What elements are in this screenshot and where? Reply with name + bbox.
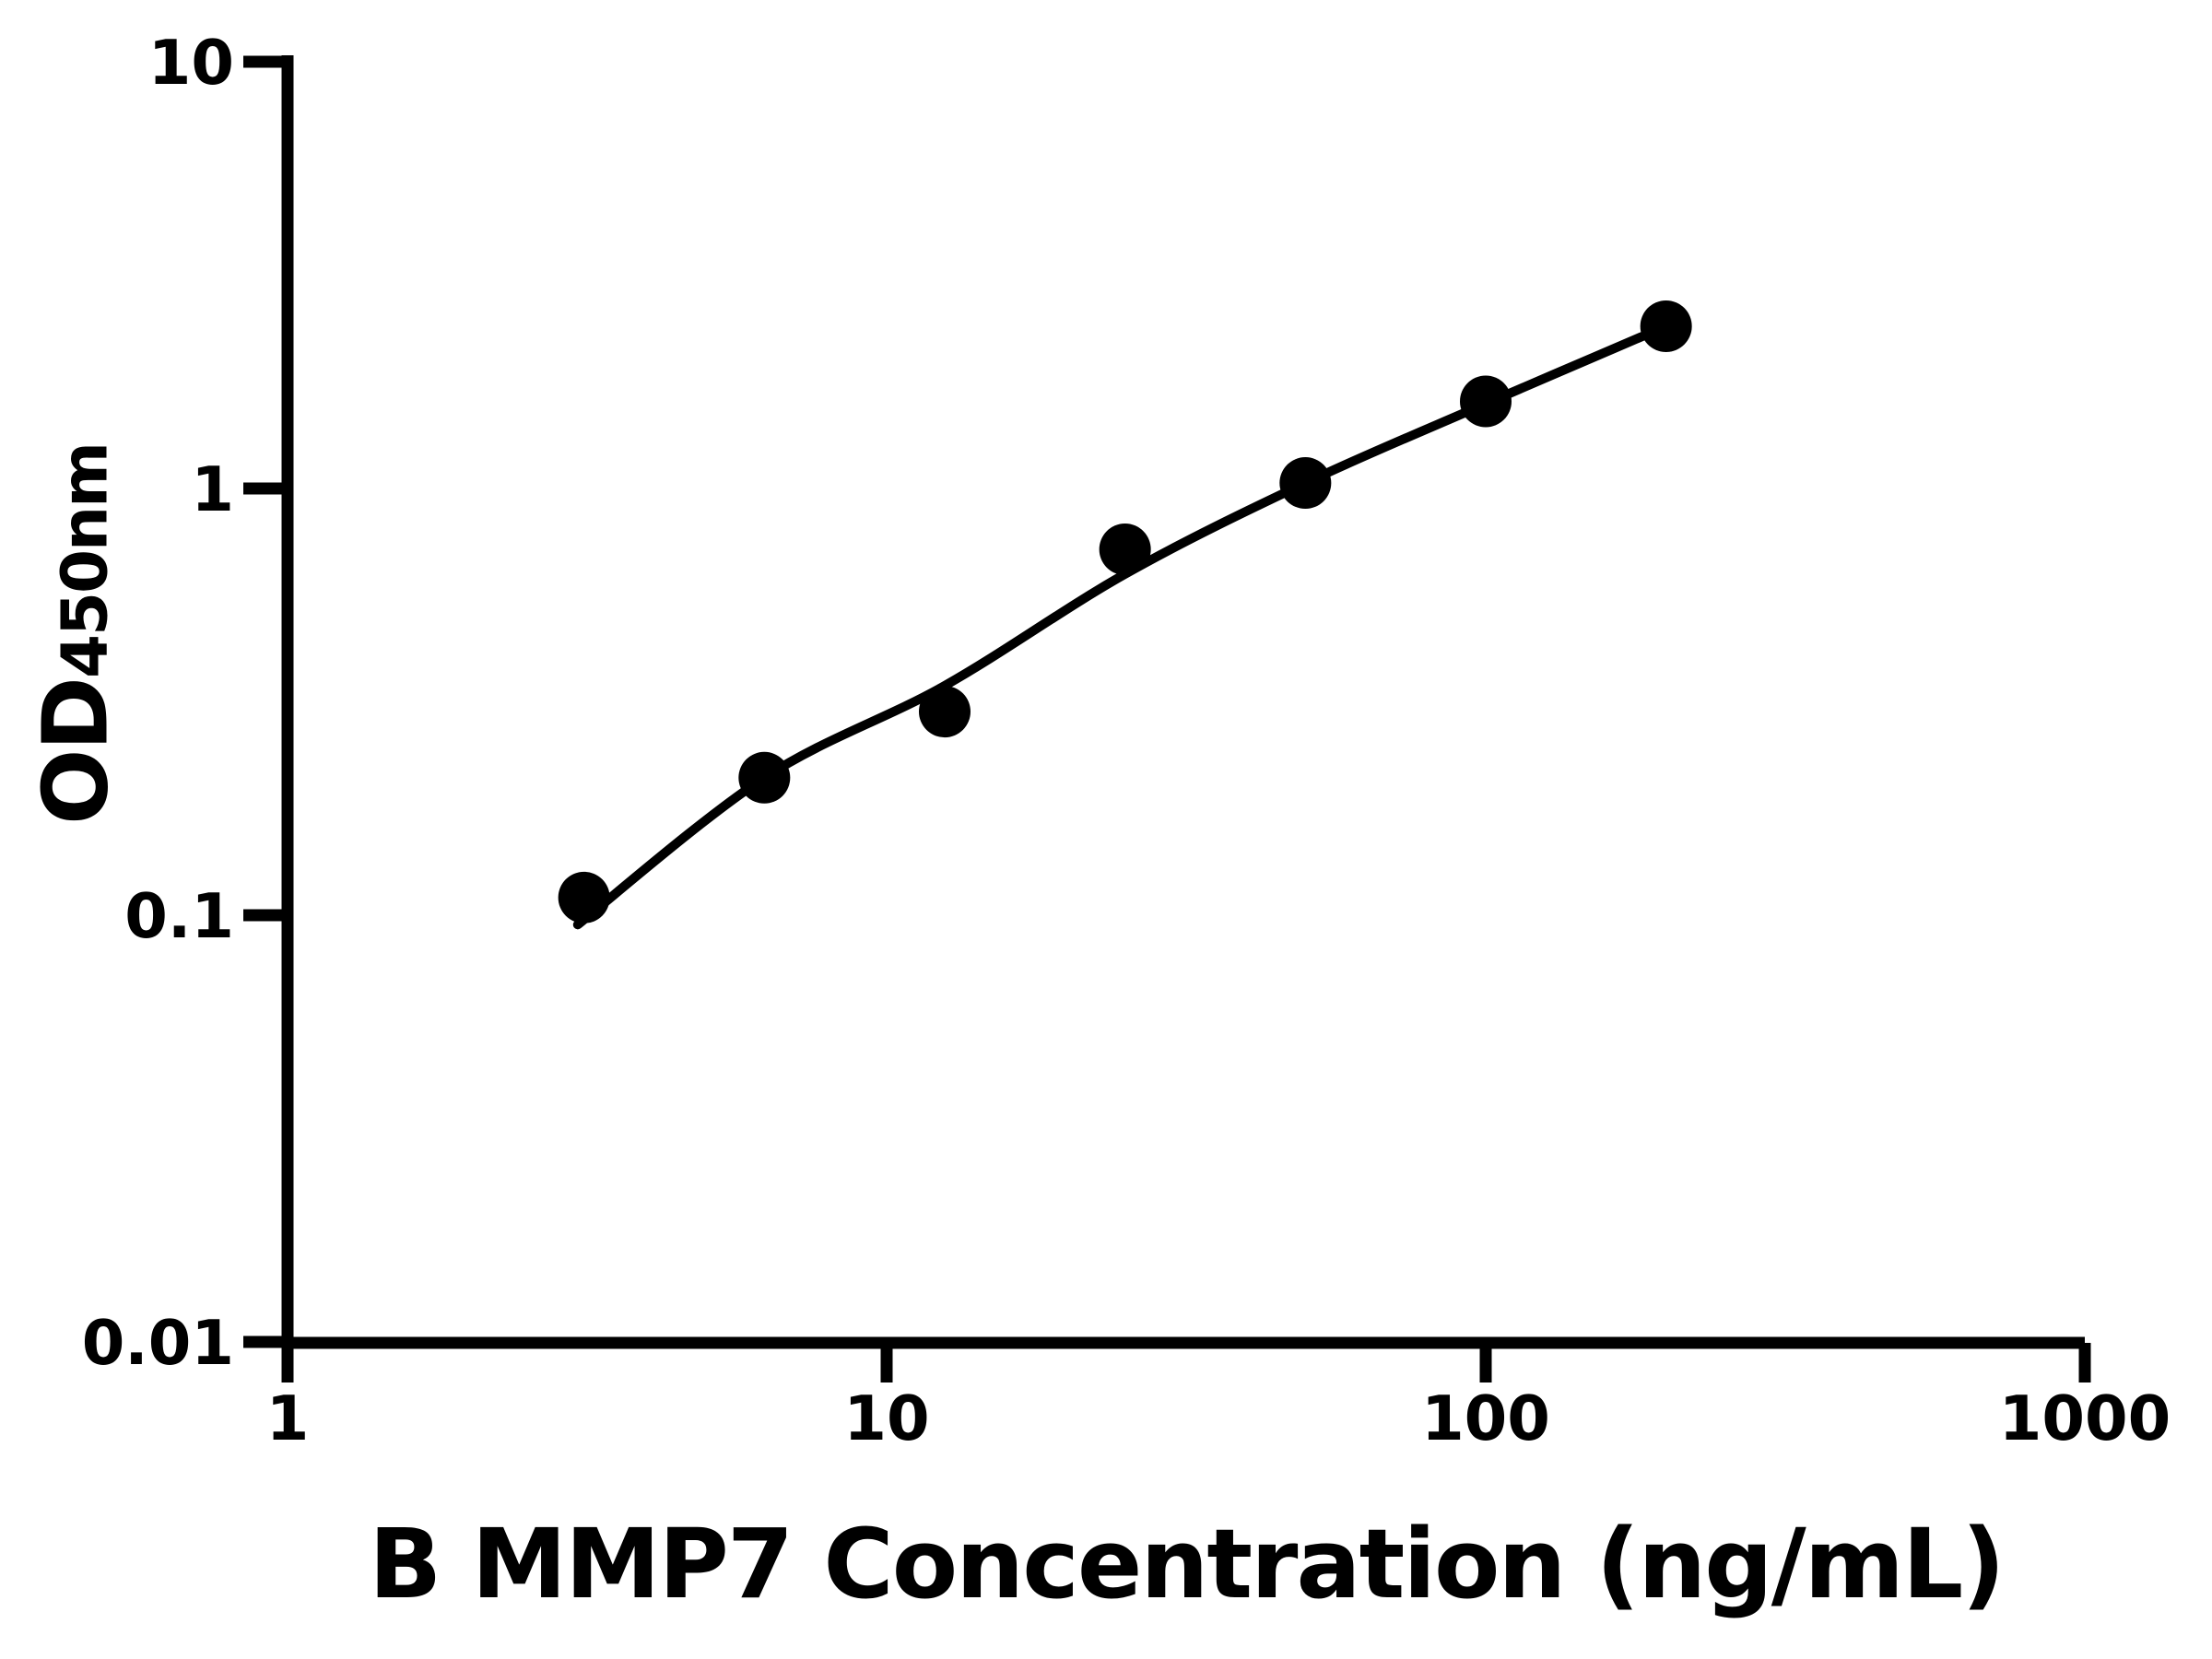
y-tick-label: 1 xyxy=(191,453,234,525)
x-tick-label: 10 xyxy=(843,1382,929,1454)
data-point xyxy=(1640,300,1692,352)
x-tick-label: 1 xyxy=(266,1382,310,1454)
y-axis-title-subscript: 450nm xyxy=(48,442,123,679)
axes-spine xyxy=(281,55,2085,1349)
data-point xyxy=(1279,457,1332,510)
data-point xyxy=(1460,375,1512,428)
y-axis-title: OD450nm xyxy=(24,442,128,825)
y-tick-label: 10 xyxy=(148,27,234,99)
y-tick-label: 0.1 xyxy=(124,880,234,952)
data-point xyxy=(918,686,971,738)
data-point xyxy=(738,751,791,804)
x-tick-label: 100 xyxy=(1421,1382,1550,1454)
x-axis-title: B MMP7 Concentration (ng/mL) xyxy=(369,1508,2006,1620)
y-tick-label: 0.01 xyxy=(82,1307,234,1379)
y-axis-title-main: OD xyxy=(23,678,128,826)
data-point xyxy=(558,871,610,924)
data-point xyxy=(1099,524,1151,576)
x-tick-label: 1000 xyxy=(1999,1382,2171,1454)
